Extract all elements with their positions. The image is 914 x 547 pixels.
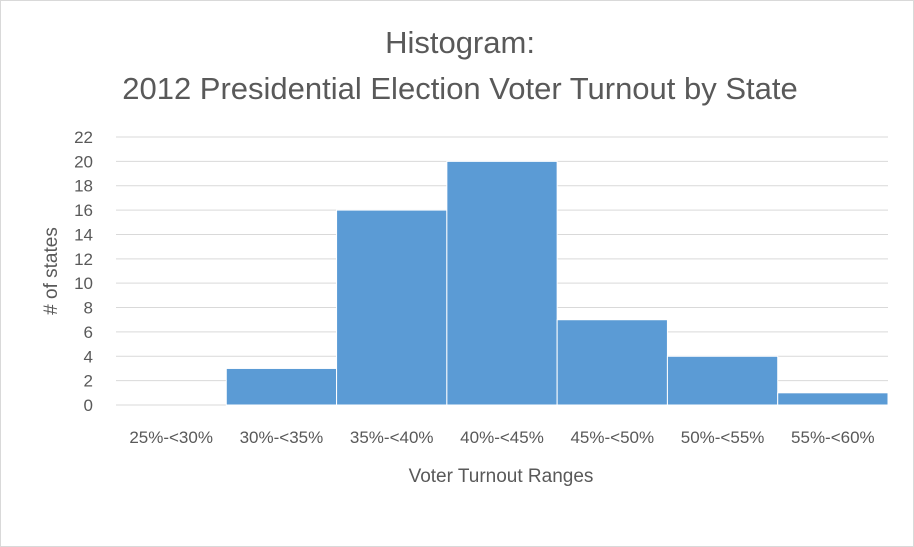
histogram-bar bbox=[225, 367, 338, 406]
y-axis-ticks: 0 2 4 6 8 10 12 14 16 18 20 22 bbox=[74, 128, 93, 415]
y-tick-label: 22 bbox=[74, 128, 93, 147]
x-axis-label: Voter Turnout Ranges bbox=[409, 466, 594, 487]
x-tick-label: 50%-<55% bbox=[681, 428, 765, 447]
x-axis-ticks: 25%-<30% 30%-<35% 35%-<40% 40%-<45% 45%-<50%… bbox=[129, 428, 874, 447]
x-tick-label: 45%-<50% bbox=[570, 428, 654, 447]
x-tick-label: 40%-<45% bbox=[460, 428, 544, 447]
x-tick-label: 55%-<60% bbox=[791, 428, 875, 447]
y-tick-label: 2 bbox=[84, 372, 93, 391]
y-tick-label: 4 bbox=[84, 347, 93, 366]
x-tick-label: 25%-<30% bbox=[129, 428, 213, 447]
y-tick-label: 12 bbox=[74, 250, 93, 269]
histogram-bar bbox=[556, 319, 668, 406]
y-tick-label: 20 bbox=[74, 152, 93, 171]
y-tick-label: 18 bbox=[74, 177, 93, 196]
histogram-bar bbox=[777, 392, 889, 406]
y-tick-label: 10 bbox=[74, 274, 93, 293]
histogram-bar bbox=[666, 355, 779, 406]
y-axis-label: # of states bbox=[41, 227, 62, 315]
histogram-bar bbox=[446, 160, 558, 406]
histogram-bar bbox=[336, 209, 448, 406]
y-tick-label: 14 bbox=[74, 225, 93, 244]
chart-title-line1: Histogram: bbox=[385, 25, 535, 60]
chart-title-line2: 2012 Presidential Election Voter Turnout… bbox=[122, 71, 798, 106]
bars bbox=[225, 160, 889, 406]
y-tick-label: 8 bbox=[84, 299, 93, 318]
x-tick-label: 30%-<35% bbox=[240, 428, 324, 447]
y-tick-label: 16 bbox=[74, 201, 93, 220]
y-tick-label: 0 bbox=[84, 396, 93, 415]
x-tick-label: 35%-<40% bbox=[350, 428, 434, 447]
y-tick-label: 6 bbox=[84, 323, 93, 342]
